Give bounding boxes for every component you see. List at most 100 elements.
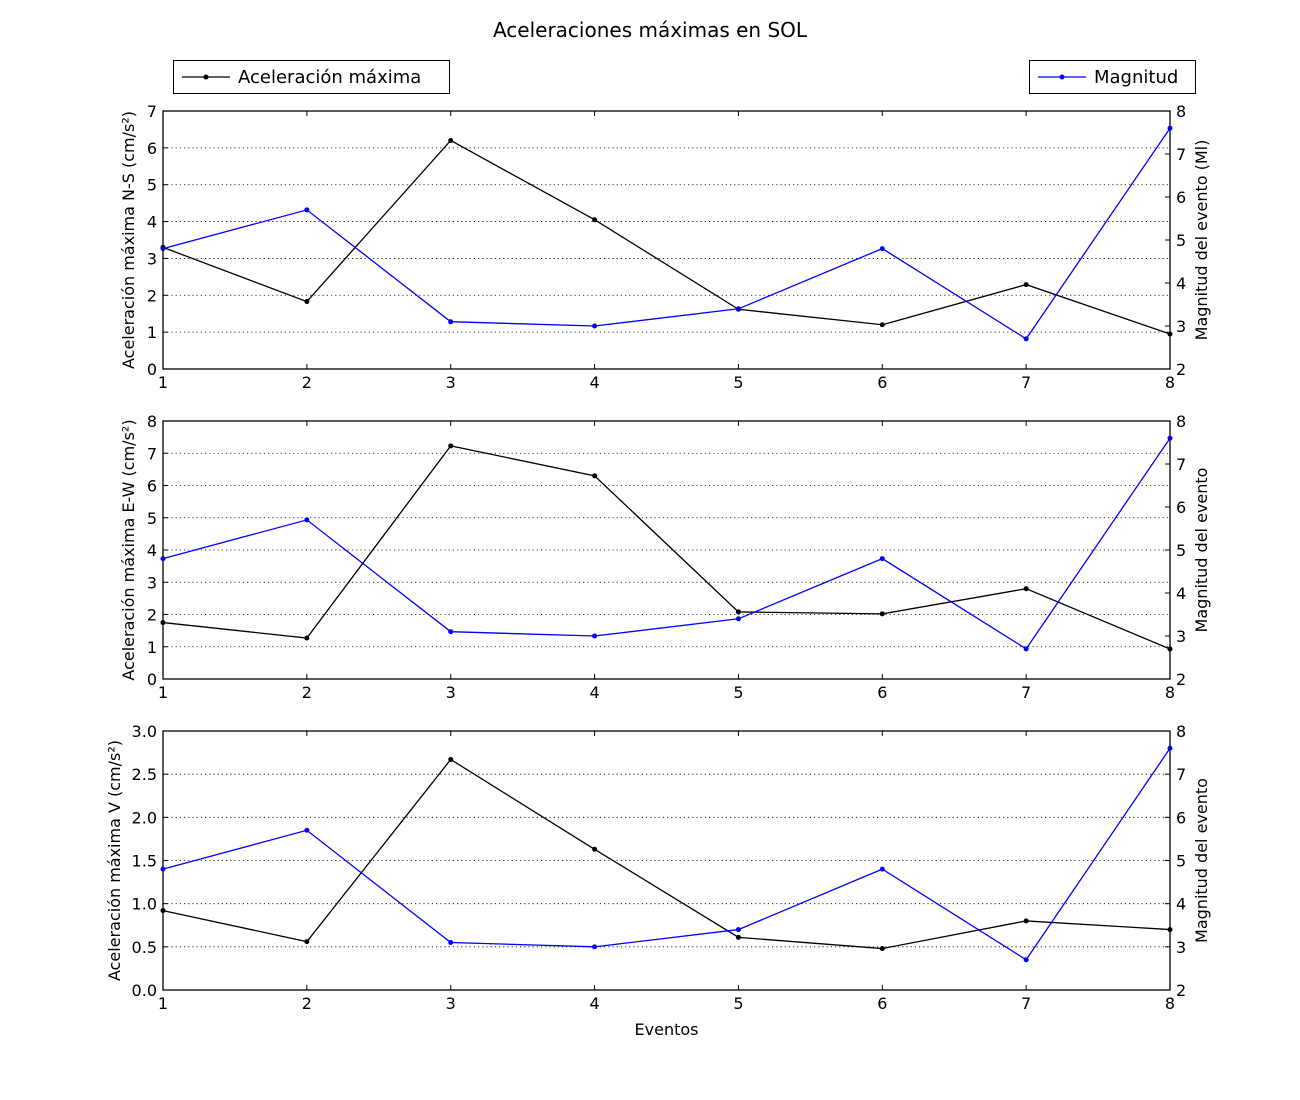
chart-3-acceleration-point (160, 908, 166, 914)
chart-3-xlabel: Eventos (635, 1020, 699, 1039)
chart-2-ytick-label: 0 (147, 670, 157, 689)
chart-1-xtick-label: 7 (1021, 373, 1031, 392)
chart-2-ylabel: Aceleración máxima E-W (cm/s²) (119, 419, 138, 680)
chart-2-y2label: Magnitud del evento (1192, 468, 1211, 633)
chart-1-ytick-label: 5 (147, 176, 157, 195)
chart-2-xtick-label: 8 (1165, 683, 1175, 702)
chart-2-acceleration-point (1023, 586, 1029, 592)
chart-3-acceleration-point (879, 946, 885, 952)
chart-3-magnitude-point (879, 866, 885, 872)
chart-3-y2tick-label: 4 (1176, 895, 1186, 914)
chart-2-magnitude-point (735, 616, 741, 622)
chart-1-y2tick-label: 5 (1176, 231, 1186, 250)
chart-1-ytick-label: 6 (147, 139, 157, 158)
chart-2-xtick-label: 4 (589, 683, 599, 702)
chart-3-ytick-label: 2.5 (132, 765, 157, 784)
chart-2-ytick-label: 1 (147, 638, 157, 657)
chart-3-ytick-label: 0.0 (132, 981, 157, 1000)
chart-3-ylabel: Aceleración máxima V (cm/s²) (105, 740, 124, 981)
chart-1-y2tick-label: 8 (1176, 102, 1186, 121)
chart-3-y2label: Magnitud del evento (1192, 778, 1211, 943)
chart-1-xtick-label: 2 (302, 373, 312, 392)
chart-2-acceleration-point (735, 609, 741, 615)
chart-1-magnitude-point (592, 323, 598, 329)
chart-3-magnitude-point (1167, 745, 1173, 751)
chart-3-acceleration-point (1167, 927, 1173, 933)
chart-1-ytick-label: 7 (147, 102, 157, 121)
legend-magnitude-marker (1038, 74, 1086, 80)
chart-1-magnitude-point (1023, 336, 1029, 342)
chart-1-y2tick-label: 4 (1176, 274, 1186, 293)
chart-3-y2tick-label: 5 (1176, 852, 1186, 871)
chart-1-magnitude-point (304, 207, 310, 213)
chart-1-ytick-label: 0 (147, 360, 157, 379)
legend-magnitude: Magnitud (1029, 60, 1196, 94)
legend-acceleration: Aceleración máxima (173, 60, 450, 94)
chart-3-ytick-label: 3.0 (132, 722, 157, 741)
chart-2-xtick-label: 3 (446, 683, 456, 702)
chart-2-ytick-label: 5 (147, 509, 157, 528)
chart-3-xtick-label: 6 (877, 994, 887, 1013)
chart-1-xtick-label: 5 (733, 373, 743, 392)
chart-1-ylabel: Aceleración máxima N-S (cm/s²) (119, 111, 138, 369)
chart-1-xtick-label: 8 (1165, 373, 1175, 392)
chart-2-magnitude-point (304, 517, 310, 523)
chart-1-ytick-label: 1 (147, 323, 157, 342)
chart-3-frame (162, 730, 1171, 991)
chart-3-y2tick-label: 7 (1176, 765, 1186, 784)
chart-3-magnitude-point (304, 827, 310, 833)
chart-3-magnitude-point (448, 940, 454, 946)
chart-3-magnitude-line (162, 747, 1171, 961)
chart-2-magnitude-point (448, 629, 454, 635)
chart-2-ytick-label: 2 (147, 606, 157, 625)
chart-3-acceleration-line (162, 758, 1171, 950)
chart-3-ytick-label: 2.0 (132, 808, 157, 827)
chart-3-y2tick-label: 2 (1176, 981, 1186, 1000)
chart-1-acceleration-point (1167, 331, 1173, 337)
chart-1-acceleration-line (162, 139, 1171, 335)
chart-1-y2label: Magnitud del evento (Ml) (1192, 140, 1211, 341)
legend-acceleration-label: Aceleración máxima (238, 66, 422, 88)
chart-3-xtick-label: 2 (302, 994, 312, 1013)
chart-2-acceleration-point (879, 611, 885, 617)
chart-1-frame (162, 110, 1171, 370)
chart-3-acceleration-point (1023, 918, 1029, 924)
chart-3-magnitude-point (592, 944, 598, 950)
chart-2-acceleration-point (304, 635, 310, 641)
chart-1-magnitude-line (162, 127, 1171, 340)
chart-title: Aceleraciones máximas en SOL (492, 18, 808, 42)
chart-1-acceleration-point (304, 299, 310, 305)
chart-3-acceleration-point (592, 846, 598, 852)
chart-3-xtick-label: 5 (733, 994, 743, 1013)
chart-2-ytick-label: 3 (147, 573, 157, 592)
chart-1-magnitude-point (1167, 125, 1173, 131)
chart-1-magnitude-point (160, 246, 166, 252)
chart-3-xtick-label: 1 (158, 994, 168, 1013)
chart-3-magnitude-point (160, 866, 166, 872)
chart-1-y2tick-label: 2 (1176, 360, 1186, 379)
chart-2-y2tick-label: 4 (1176, 584, 1186, 603)
legend-acceleration-marker (182, 74, 230, 80)
chart-2-y2tick-label: 2 (1176, 670, 1186, 689)
chart-1-y2tick-label: 6 (1176, 188, 1186, 207)
chart-2-xtick-label: 6 (877, 683, 887, 702)
chart-3-y2tick-label: 6 (1176, 808, 1186, 827)
chart-2-xtick-label: 5 (733, 683, 743, 702)
chart-3-xtick-label: 8 (1165, 994, 1175, 1013)
chart-3-xtick-label: 7 (1021, 994, 1031, 1013)
chart-2-magnitude-point (1023, 646, 1029, 652)
chart-2-ytick-label: 7 (147, 444, 157, 463)
chart-3-acceleration-point (735, 934, 741, 940)
chart-3-y2tick-label: 8 (1176, 722, 1186, 741)
chart-1-y2tick-label: 3 (1176, 317, 1186, 336)
chart-3-magnitude-point (735, 927, 741, 933)
chart-2-acceleration-line (162, 445, 1171, 650)
chart-1-acceleration-point (448, 137, 454, 143)
chart-2-y2tick-label: 3 (1176, 627, 1186, 646)
chart-3-ytick-label: 1.5 (132, 852, 157, 871)
chart-3-xtick-label: 3 (446, 994, 456, 1013)
chart-2-xtick-label: 2 (302, 683, 312, 702)
chart-2-y2tick-label: 6 (1176, 498, 1186, 517)
